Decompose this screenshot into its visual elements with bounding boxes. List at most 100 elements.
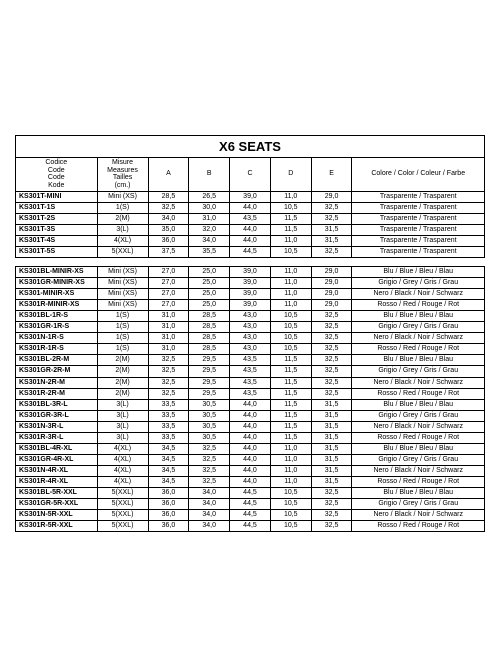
table-row: KS301GR-4R-XL4(XL)34,532,544,011,031,5Gr… [16,454,485,465]
cell-e: 32,5 [311,510,352,521]
cell-color: Trasparente / Trasparent [352,224,485,235]
cell-e: 32,5 [311,311,352,322]
cell-a: 32,5 [148,355,189,366]
cell-d: 11,5 [270,399,311,410]
cell-size: Mini (XS) [97,191,148,202]
cell-code: KS301N-5R-XXL [16,510,98,521]
cell-c: 44,0 [230,410,271,421]
cell-c: 44,0 [230,224,271,235]
cell-d: 11,5 [270,366,311,377]
table-row: KS301R-MINIR-XSMini (XS)27,025,039,011,0… [16,300,485,311]
cell-size: 5(XXL) [97,246,148,257]
seats-table: Codice Code Code Kode Misure Measures Ta… [15,157,485,532]
cell-e: 32,5 [311,499,352,510]
cell-color: Blu / Blue / Bleu / Blau [352,487,485,498]
cell-e: 31,5 [311,465,352,476]
cell-color: Blu / Blue / Bleu / Blau [352,443,485,454]
cell-code: KS301N-1R-S [16,333,98,344]
table-row: KS301GR-MINIR-XSMini (XS)27,025,039,011,… [16,278,485,289]
cell-size: 4(XL) [97,454,148,465]
cell-e: 32,5 [311,213,352,224]
cell-code: KS301BL-4R-XL [16,443,98,454]
cell-d: 11,0 [270,476,311,487]
header-e: E [311,158,352,192]
cell-code: KS301GR-2R-M [16,366,98,377]
cell-b: 25,0 [189,300,230,311]
cell-b: 29,5 [189,377,230,388]
cell-color: Trasparente / Trasparent [352,191,485,202]
table-row: KS301R-4R-XL4(XL)34,532,544,011,031,5Ros… [16,476,485,487]
cell-code: KS301R-2R-M [16,388,98,399]
header-d: D [270,158,311,192]
cell-code: KS301T-4S [16,235,98,246]
table-row: KS301BL-1R-S1(S)31,028,543,010,532,5Blu … [16,311,485,322]
cell-code: KS301BL-5R-XXL [16,487,98,498]
cell-c: 44,0 [230,432,271,443]
cell-size: 5(XXL) [97,499,148,510]
cell-a: 28,5 [148,191,189,202]
cell-b: 30,0 [189,202,230,213]
cell-color: Grigio / Grey / Gris / Grau [352,322,485,333]
cell-b: 25,0 [189,267,230,278]
cell-e: 32,5 [311,355,352,366]
cell-size: 3(L) [97,410,148,421]
table-row: KS301BL-MINIR-XSMini (XS)27,025,039,011,… [16,267,485,278]
cell-color: Rosso / Red / Rouge / Rot [352,432,485,443]
cell-c: 43,5 [230,388,271,399]
cell-c: 44,0 [230,202,271,213]
cell-code: KS301R-4R-XL [16,476,98,487]
table-row: KS301N-3R-L3(L)33,530,544,011,531,5Nero … [16,421,485,432]
cell-d: 11,0 [270,191,311,202]
cell-code: KS301T-5S [16,246,98,257]
cell-size: Mini (XS) [97,278,148,289]
header-color: Colore / Color / Coleur / Farbe [352,158,485,192]
cell-b: 28,5 [189,333,230,344]
cell-d: 11,0 [270,465,311,476]
cell-e: 32,5 [311,322,352,333]
table-row: KS301R-1R-S1(S)31,028,543,010,532,5Rosso… [16,344,485,355]
cell-d: 10,5 [270,333,311,344]
cell-b: 28,5 [189,322,230,333]
cell-a: 33,5 [148,399,189,410]
table-row: KS301T-1S1(S)32,530,044,010,532,5Traspar… [16,202,485,213]
cell-color: Rosso / Red / Rouge / Rot [352,388,485,399]
header-size-line: Tailles [100,174,146,182]
table-row: KS301T-3S3(L)35,032,044,011,531,5Traspar… [16,224,485,235]
cell-b: 30,5 [189,399,230,410]
cell-d: 11,0 [270,278,311,289]
cell-b: 34,0 [189,235,230,246]
table-row: KS301GR-3R-L3(L)33,530,544,011,531,5Grig… [16,410,485,421]
cell-color: Blu / Blue / Bleu / Blau [352,311,485,322]
cell-size: 1(S) [97,344,148,355]
cell-b: 34,0 [189,521,230,532]
cell-size: 1(S) [97,311,148,322]
cell-b: 34,0 [189,487,230,498]
cell-code: KS301T-2S [16,213,98,224]
cell-size: 1(S) [97,322,148,333]
cell-b: 29,5 [189,355,230,366]
cell-d: 11,5 [270,410,311,421]
cell-a: 34,5 [148,454,189,465]
cell-a: 32,5 [148,366,189,377]
cell-c: 44,0 [230,443,271,454]
cell-c: 39,0 [230,289,271,300]
cell-code: KS301BL-MINIR-XS [16,267,98,278]
cell-b: 28,5 [189,344,230,355]
cell-code: KS301BL-3R-L [16,399,98,410]
table-row: KS301T-5S5(XXL)37,535,544,510,532,5Trasp… [16,246,485,257]
header-size-line: Misure [100,159,146,167]
cell-c: 39,0 [230,278,271,289]
cell-a: 31,0 [148,322,189,333]
cell-d: 11,0 [270,300,311,311]
cell-color: Grigio / Grey / Gris / Grau [352,278,485,289]
cell-d: 11,0 [270,267,311,278]
header-size: Misure Measures Tailles (cm.) [97,158,148,192]
cell-c: 44,0 [230,399,271,410]
cell-b: 29,5 [189,366,230,377]
cell-a: 27,0 [148,300,189,311]
cell-color: Nero / Black / Noir / Schwarz [352,333,485,344]
cell-color: Rosso / Red / Rouge / Rot [352,521,485,532]
cell-b: 32,5 [189,465,230,476]
cell-color: Grigio / Grey / Gris / Grau [352,499,485,510]
cell-d: 10,5 [270,344,311,355]
